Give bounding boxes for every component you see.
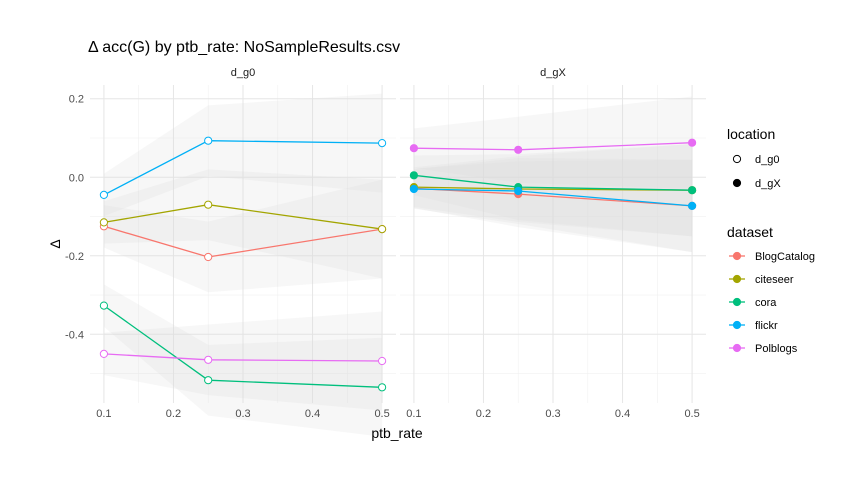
x-tick-label: 0.2 bbox=[166, 408, 181, 420]
x-tick-label: 0.3 bbox=[235, 408, 250, 420]
confidence-band bbox=[103, 93, 383, 217]
panel-d_g0: d_g0 0.1 0.2 0.3 0.4 0.5 bbox=[90, 67, 396, 437]
legend-label-dataset: cora bbox=[755, 297, 777, 309]
data-point-citeseer bbox=[378, 225, 387, 234]
confidence-band bbox=[103, 169, 383, 279]
x-tick-label: 0.4 bbox=[305, 408, 320, 420]
data-point-flickr bbox=[409, 184, 418, 194]
x-tick-label: 0.5 bbox=[684, 408, 699, 420]
legend-key-location bbox=[732, 154, 742, 164]
y-axis-title: Δ bbox=[47, 239, 63, 248]
legend-label-location: d_gX bbox=[755, 178, 781, 190]
data-point-Polblogs bbox=[514, 145, 523, 154]
legend-title-dataset: dataset bbox=[727, 224, 773, 240]
confidence-band bbox=[103, 179, 383, 293]
data-point-flickr bbox=[378, 139, 387, 148]
legend-key-point bbox=[732, 274, 742, 284]
panel-d_gX: d_gX 0.1 0.2 0.3 0.4 0.5 bbox=[400, 67, 706, 420]
legend-label-location: d_g0 bbox=[755, 154, 779, 166]
legend-key-point bbox=[732, 297, 742, 307]
x-axis-title: ptb_rate bbox=[371, 425, 423, 441]
data-point-cora bbox=[378, 383, 387, 392]
chart-title: Δ acc(G) by ptb_rate: NoSampleResults.cs… bbox=[88, 39, 400, 56]
x-tick-label: 0.1 bbox=[406, 408, 421, 420]
legend-title-location: location bbox=[727, 126, 775, 142]
legend-label-dataset: Polblogs bbox=[755, 343, 798, 355]
confidence-band bbox=[103, 311, 383, 411]
data-point-Polblogs bbox=[378, 356, 387, 366]
x-tick-label: 0.5 bbox=[374, 408, 389, 420]
data-point-flickr bbox=[688, 201, 697, 210]
x-tick-label: 0.4 bbox=[615, 408, 630, 420]
data-point-citeseer bbox=[204, 200, 213, 209]
data-point-flickr bbox=[99, 190, 109, 199]
data-point-Polblogs bbox=[204, 355, 213, 364]
confidence-band bbox=[413, 158, 693, 253]
data-point-BlogCatalog bbox=[204, 252, 213, 262]
legend-label-dataset: citeseer bbox=[755, 274, 794, 286]
data-point-cora bbox=[409, 171, 418, 180]
y-tick-label: 0.2 bbox=[69, 94, 84, 106]
y-tick-label: -0.4 bbox=[65, 329, 84, 341]
plot-panels: d_g0 0.1 0.2 0.3 0.4 0.5 d_gX 0.1 0.2 0.3 0.4 0.5 0.… bbox=[47, 67, 706, 441]
data-point-cora bbox=[204, 376, 213, 385]
legend-label-dataset: BlogCatalog bbox=[755, 251, 815, 263]
legend-label-dataset: flickr bbox=[755, 320, 778, 332]
data-point-citeseer bbox=[99, 218, 109, 227]
facet-label: d_g0 bbox=[231, 67, 255, 79]
x-tick-label: 0.1 bbox=[96, 408, 111, 420]
legend-key-point bbox=[732, 343, 742, 353]
confidence-band bbox=[413, 96, 693, 189]
data-point-Polblogs bbox=[409, 144, 418, 153]
data-point-flickr bbox=[514, 186, 523, 196]
confidence-band bbox=[413, 144, 693, 237]
y-tick-label: 0.0 bbox=[69, 172, 84, 184]
y-tick-label: -0.2 bbox=[65, 251, 84, 263]
legend-key-point bbox=[732, 320, 742, 330]
data-point-cora bbox=[688, 186, 697, 195]
data-point-Polblogs bbox=[99, 349, 109, 358]
data-point-cora bbox=[99, 301, 109, 310]
data-point-Polblogs bbox=[688, 138, 697, 147]
confidence-band bbox=[413, 144, 693, 237]
data-point-flickr bbox=[204, 136, 213, 145]
facet-label: d_gX bbox=[540, 67, 566, 79]
legend-key-point bbox=[732, 251, 742, 261]
x-tick-label: 0.2 bbox=[476, 408, 491, 420]
legend-key-location bbox=[732, 178, 742, 188]
x-tick-label: 0.3 bbox=[545, 408, 560, 420]
